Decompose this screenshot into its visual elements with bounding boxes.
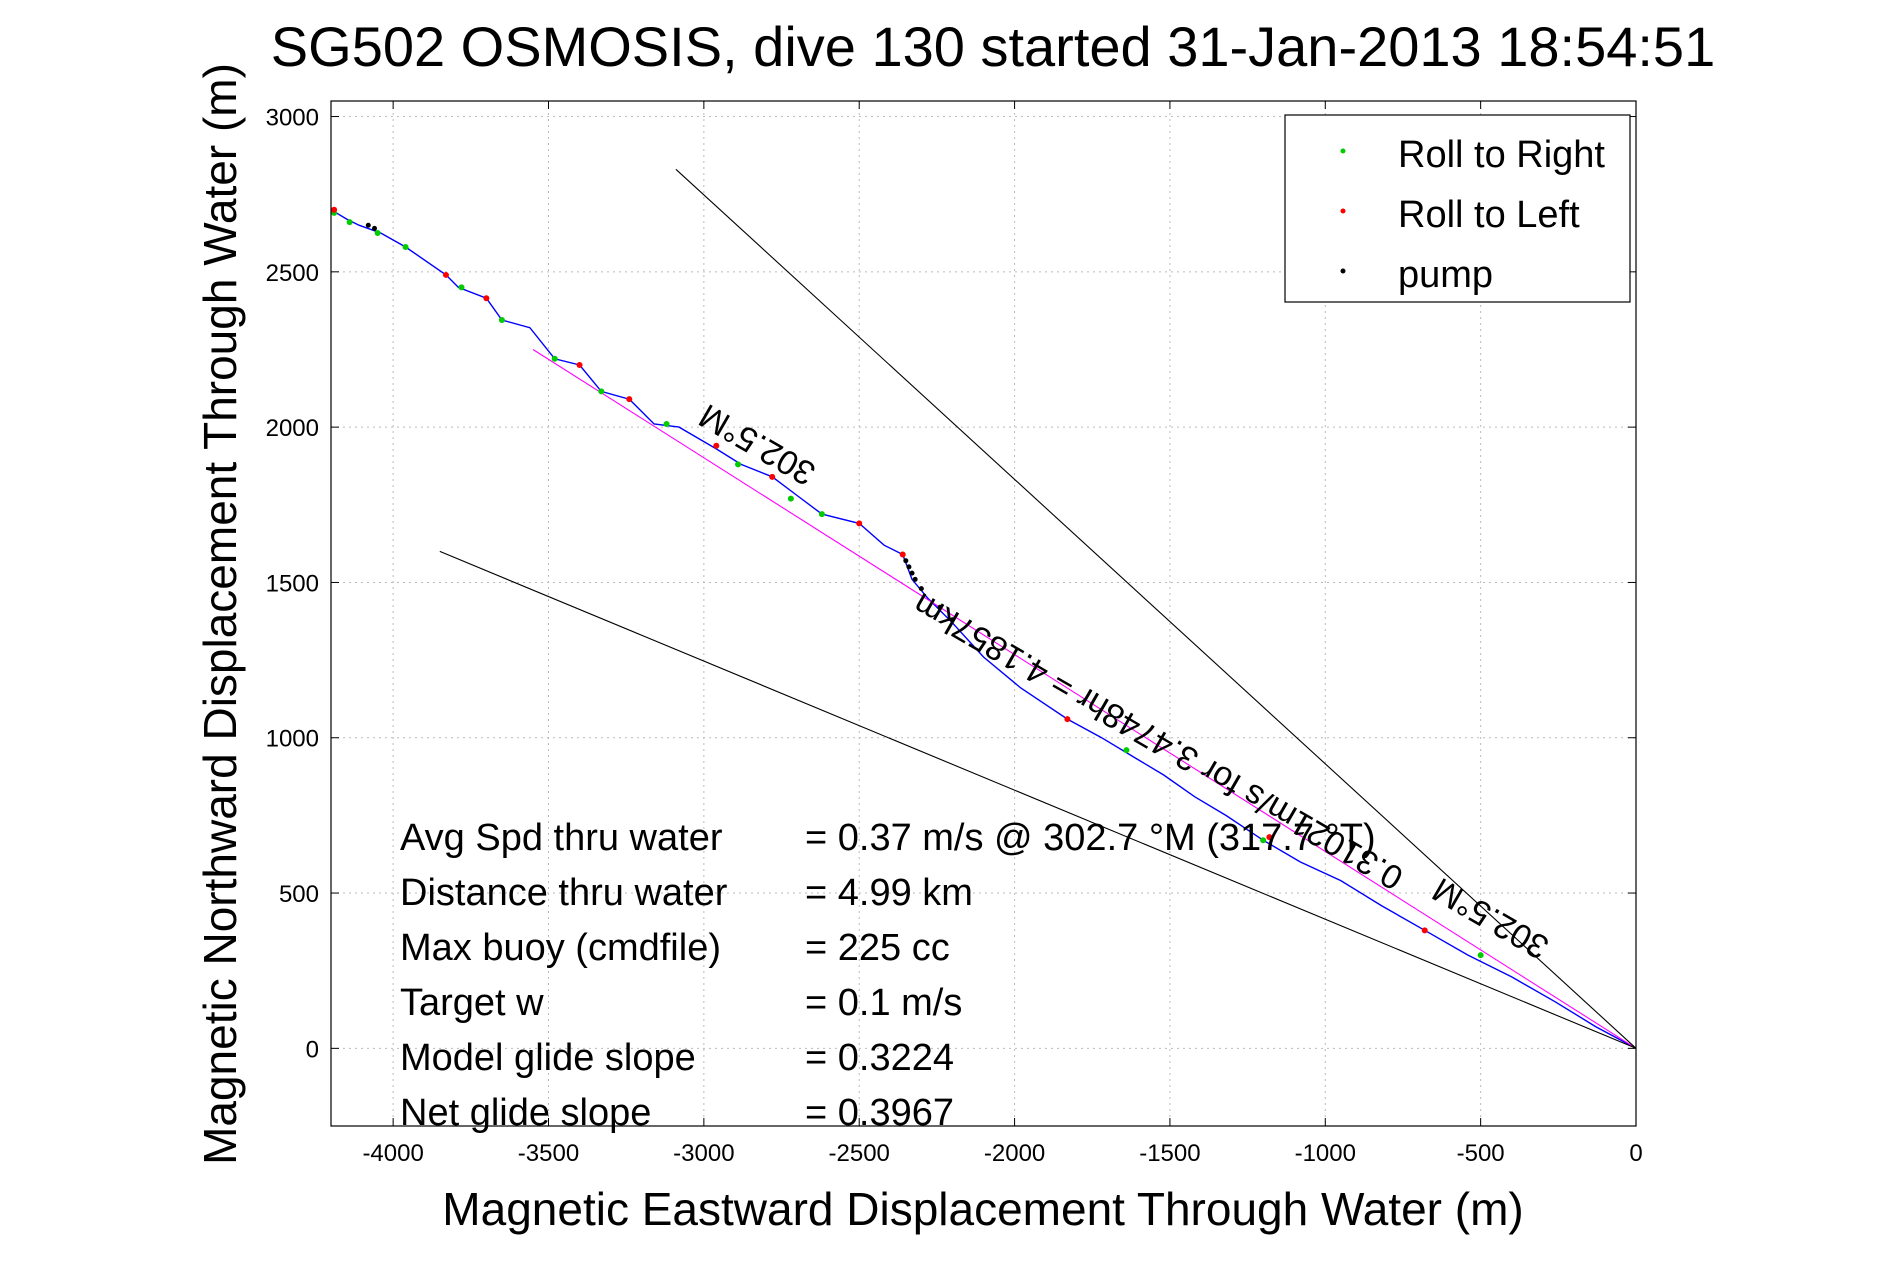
pump-marker	[909, 570, 915, 576]
stat-label: Model glide slope	[400, 1037, 696, 1079]
roll-right-marker	[498, 316, 505, 323]
stat-value: = 4.99 km	[805, 872, 973, 914]
grid	[331, 101, 1637, 1126]
y-axis-label: Magnetic Northward Displacement Through …	[194, 63, 246, 1165]
stats-block: Avg Spd thru water = 0.37 m/s @ 302.7 °M …	[400, 817, 1376, 1134]
chart-title: SG502 OSMOSIS, dive 130 started 31-Jan-2…	[271, 15, 1715, 78]
stat-value: = 0.1 m/s	[805, 982, 962, 1024]
legend: Roll to Right Roll to Left pump	[1284, 114, 1631, 303]
legend-swatch	[1340, 148, 1346, 154]
ticks: -4000 -3500 -3000 -2500 -2000 -1500 -1000 -500 0…	[266, 101, 1643, 1167]
stat-label: Distance thru water	[400, 872, 728, 914]
legend-swatch	[1340, 208, 1346, 214]
pump-marker	[937, 604, 943, 610]
stat-label: Max buoy (cmdfile)	[400, 927, 721, 969]
stat-label: Net glide slope	[400, 1092, 651, 1134]
series-layer	[330, 168, 1637, 1049]
x-tick-label: -2500	[829, 1140, 890, 1167]
marker-layer	[331, 206, 1484, 959]
x-axis-label: Magnetic Eastward Displacement Through W…	[442, 1183, 1523, 1235]
roll-right-marker	[787, 495, 794, 502]
roll-left-marker	[626, 396, 633, 403]
roll-right-marker	[551, 355, 558, 362]
upper-heading-line	[675, 168, 1637, 1049]
roll-right-marker	[402, 243, 409, 250]
pump-marker	[365, 222, 371, 228]
lower-heading-line	[439, 550, 1637, 1049]
roll-left-marker	[1266, 834, 1273, 841]
roll-left-marker	[576, 362, 583, 369]
y-tick-label: 500	[279, 881, 319, 908]
x-tick-label: 0	[1629, 1140, 1642, 1167]
y-tick-label: 0	[306, 1036, 319, 1063]
legend-label: pump	[1398, 254, 1493, 296]
stat-value: = 0.3224	[805, 1037, 954, 1079]
roll-left-marker	[899, 551, 906, 558]
y-tick-label: 2000	[266, 415, 319, 442]
roll-right-marker	[735, 461, 742, 468]
legend-swatch	[1340, 268, 1346, 274]
roll-right-marker	[1260, 837, 1267, 844]
x-tick-label: -3000	[673, 1140, 734, 1167]
roll-right-marker	[818, 511, 825, 518]
x-tick-label: -3500	[518, 1140, 579, 1167]
pump-marker	[912, 576, 918, 582]
roll-left-marker	[331, 206, 338, 213]
roll-left-marker	[1064, 716, 1071, 723]
roll-left-marker	[483, 295, 490, 302]
mean-heading-line	[532, 349, 1637, 1049]
stat-label: Target w	[400, 982, 544, 1024]
roll-right-marker	[374, 230, 381, 237]
stat-value: = 0.3967	[805, 1092, 954, 1134]
roll-right-marker	[598, 388, 605, 395]
pump-marker	[906, 564, 912, 570]
stat-value: = 0.37 m/s @ 302.7 °M (317.7 °T)	[805, 817, 1376, 859]
y-tick-label: 2500	[266, 260, 319, 287]
stat-label: Avg Spd thru water	[400, 817, 723, 859]
legend-label: Roll to Right	[1398, 134, 1605, 176]
glider-track-line	[330, 209, 1637, 1049]
pump-marker	[903, 558, 909, 564]
x-tick-label: -1000	[1295, 1140, 1356, 1167]
roll-left-marker	[713, 442, 720, 449]
roll-left-marker	[442, 271, 449, 278]
x-tick-label: -500	[1457, 1140, 1505, 1167]
legend-label: Roll to Left	[1398, 194, 1580, 236]
x-tick-label: -2000	[984, 1140, 1045, 1167]
roll-right-marker	[346, 219, 353, 226]
roll-right-marker	[458, 284, 465, 291]
roll-right-marker	[1123, 747, 1130, 754]
plot-frame	[330, 100, 1637, 1127]
roll-left-marker	[769, 473, 776, 480]
roll-left-marker	[856, 520, 863, 527]
roll-right-marker	[1477, 952, 1484, 959]
x-tick-label: -1500	[1139, 1140, 1200, 1167]
stat-value: = 225 cc	[805, 927, 950, 969]
y-tick-label: 1000	[266, 726, 319, 753]
y-tick-label: 3000	[266, 105, 319, 132]
y-tick-label: 1500	[266, 570, 319, 597]
pump-marker	[918, 586, 924, 592]
roll-left-marker	[1421, 927, 1428, 934]
pump-marker	[949, 617, 955, 623]
pump-marker	[372, 225, 377, 231]
roll-right-marker	[663, 421, 670, 428]
x-tick-label: -4000	[362, 1140, 423, 1167]
